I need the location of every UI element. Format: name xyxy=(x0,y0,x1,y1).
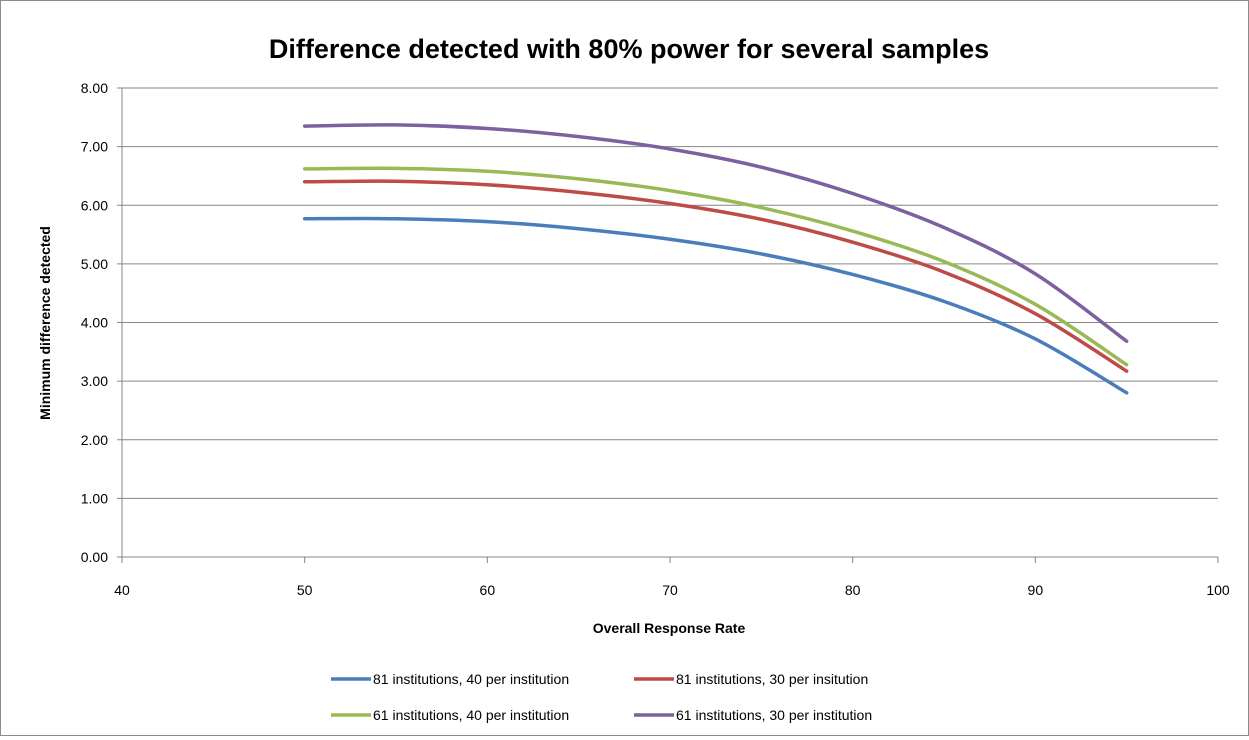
x-tick-label: 70 xyxy=(662,582,678,598)
x-axis-label: Overall Response Rate xyxy=(593,620,746,636)
series-line-4 xyxy=(302,123,1129,344)
gridlines xyxy=(117,87,1218,558)
legend-label: 61 institutions, 40 per institution xyxy=(373,707,569,723)
series-line-3 xyxy=(302,166,1129,367)
y-tick-labels: 0.00 1.00 2.00 3.00 4.00 5.00 6.00 7.00 8.00 xyxy=(81,80,108,565)
legend: 81 institutions, 40 per institution 81 in… xyxy=(331,671,872,723)
y-tick-label: 3.00 xyxy=(81,373,108,389)
x-tick-labels: 40 50 60 70 80 90 100 xyxy=(114,582,1230,598)
series-line-2 xyxy=(302,179,1129,373)
y-tick-label: 4.00 xyxy=(81,315,108,331)
y-tick-label: 5.00 xyxy=(81,256,108,272)
x-tick-label: 60 xyxy=(480,582,496,598)
legend-item: 61 institutions, 40 per institution xyxy=(331,707,569,723)
y-tick-label: 7.00 xyxy=(81,139,108,155)
series-line-1 xyxy=(302,216,1129,395)
legend-label: 81 institutions, 30 per insitution xyxy=(676,671,868,687)
series-lines xyxy=(302,123,1129,395)
x-tick-label: 50 xyxy=(297,582,313,598)
axes xyxy=(121,88,1219,563)
x-tick-label: 40 xyxy=(114,582,130,598)
x-tick-label: 90 xyxy=(1028,582,1044,598)
x-tick-label: 80 xyxy=(845,582,861,598)
legend-item: 81 institutions, 30 per insitution xyxy=(634,671,868,687)
y-tick-label: 0.00 xyxy=(81,549,108,565)
y-tick-label: 6.00 xyxy=(81,197,108,213)
legend-label: 61 institutions, 30 per institution xyxy=(676,707,872,723)
legend-label: 81 institutions, 40 per institution xyxy=(373,671,569,687)
legend-item: 61 institutions, 30 per institution xyxy=(634,707,872,723)
y-axis-label: Minimum difference detected xyxy=(37,226,53,420)
chart-title: Difference detected with 80% power for s… xyxy=(269,34,989,64)
x-tick-label: 100 xyxy=(1206,582,1230,598)
y-tick-label: 8.00 xyxy=(81,80,108,96)
legend-item: 81 institutions, 40 per institution xyxy=(331,671,569,687)
y-tick-label: 2.00 xyxy=(81,432,108,448)
y-tick-label: 1.00 xyxy=(81,490,108,506)
